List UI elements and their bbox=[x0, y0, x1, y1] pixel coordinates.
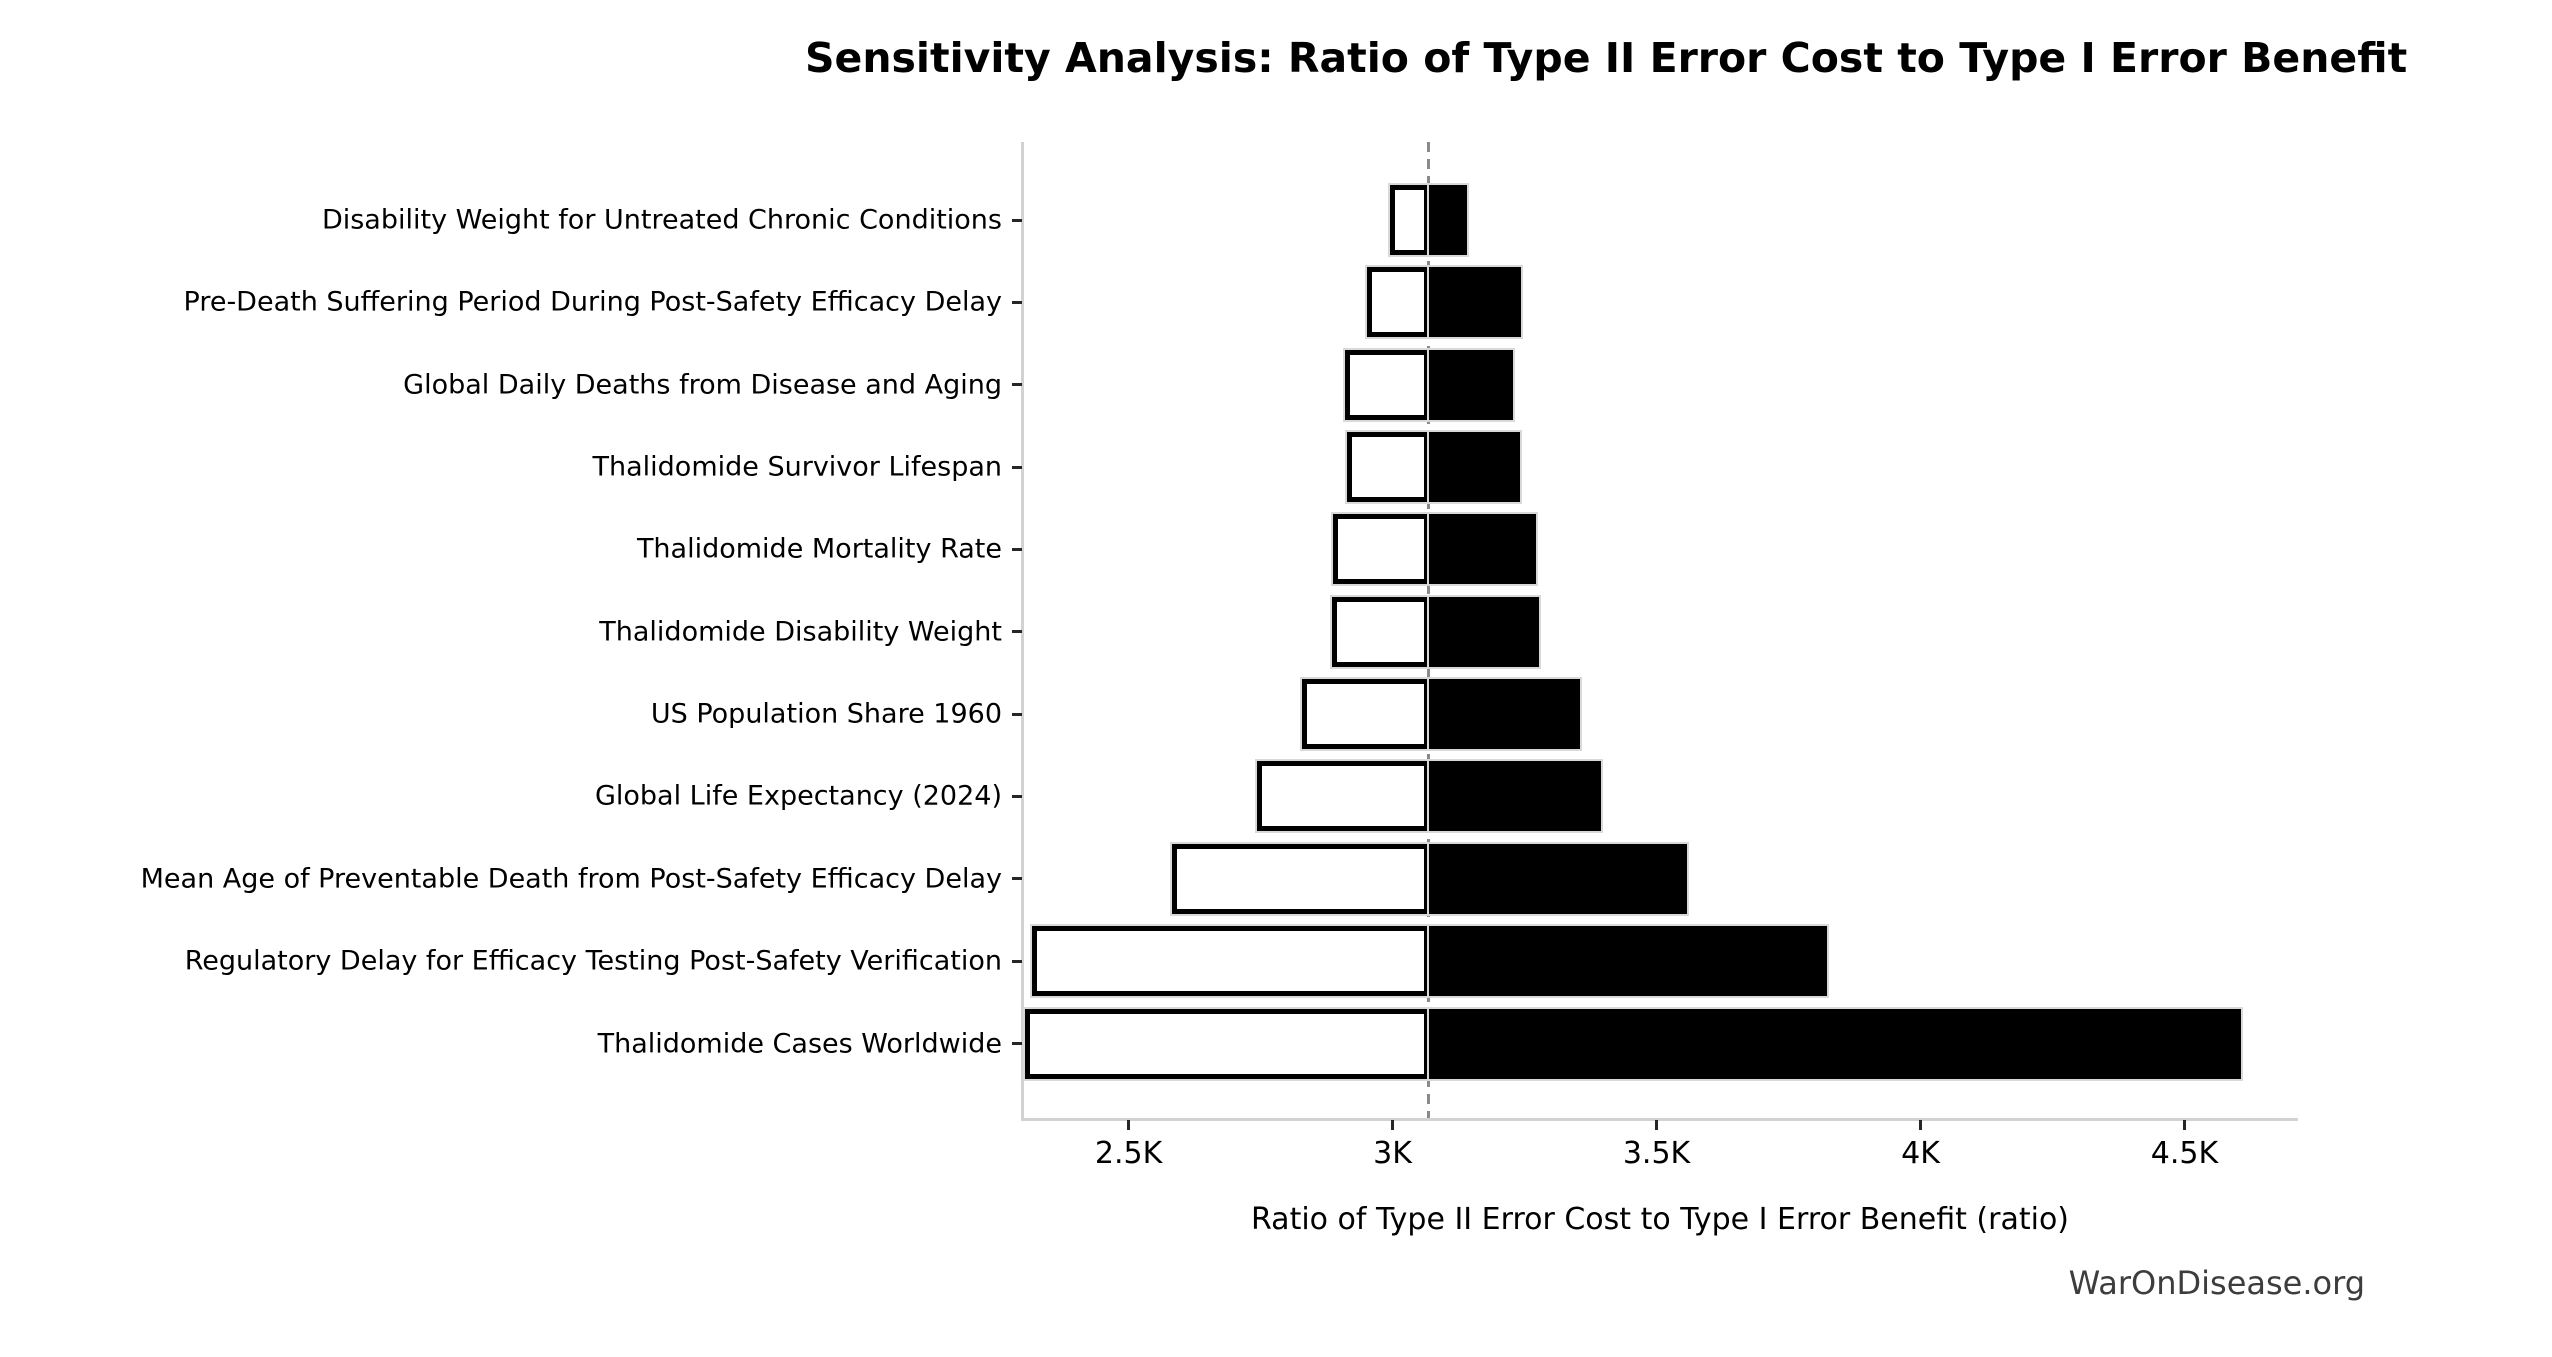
y-axis-label: Disability Weight for Untreated Chronic … bbox=[321, 204, 1002, 236]
x-axis-tick-label: 3.5K bbox=[1622, 1136, 1691, 1171]
y-axis-tick bbox=[1012, 1042, 1022, 1045]
bar-high-segment bbox=[1428, 267, 1522, 338]
bar-low-segment bbox=[1172, 843, 1429, 914]
x-axis-tick bbox=[1391, 1120, 1395, 1130]
y-axis-spine bbox=[1021, 142, 1024, 1121]
bar-low-segment bbox=[1333, 514, 1429, 585]
bar-high-segment bbox=[1428, 349, 1513, 420]
x-axis-tick-label: 4.5K bbox=[2150, 1136, 2219, 1171]
bar-high-segment bbox=[1428, 926, 1827, 997]
bar-high-segment bbox=[1428, 761, 1602, 832]
y-axis-tick bbox=[1012, 630, 1022, 634]
bar-low-segment bbox=[1390, 185, 1429, 255]
bar-low-segment bbox=[1366, 267, 1429, 338]
bar-low-segment bbox=[1301, 679, 1429, 750]
x-axis-tick bbox=[1127, 1120, 1131, 1130]
bar-high-segment bbox=[1428, 843, 1687, 914]
watermark: WarOnDisease.org bbox=[2068, 1264, 2365, 1302]
y-axis-label: Global Life Expectancy (2024) bbox=[594, 780, 1002, 812]
y-axis-label: Thalidomide Mortality Rate bbox=[636, 533, 1002, 565]
bar-high-segment bbox=[1428, 514, 1537, 585]
y-axis-label: Thalidomide Disability Weight bbox=[599, 616, 1002, 648]
y-axis-tick bbox=[1012, 218, 1022, 222]
bar-low-segment bbox=[1025, 1008, 1429, 1079]
bar-high-segment bbox=[1428, 185, 1467, 255]
y-axis-label: Regulatory Delay for Efficacy Testing Po… bbox=[184, 945, 1002, 977]
x-axis-tick-label: 4K bbox=[1901, 1136, 1940, 1171]
chart-title: Sensitivity Analysis: Ratio of Type II E… bbox=[805, 34, 2408, 82]
bar-high-segment bbox=[1428, 679, 1580, 750]
bar-high-segment bbox=[1428, 596, 1539, 667]
x-axis-tick bbox=[2182, 1120, 2186, 1130]
x-axis-tick bbox=[1655, 1120, 1659, 1130]
y-axis-tick bbox=[1012, 383, 1022, 387]
bar-low-segment bbox=[1346, 432, 1429, 503]
bar-low-segment bbox=[1345, 349, 1429, 420]
bar-low-segment bbox=[1332, 596, 1429, 667]
y-axis-tick bbox=[1012, 712, 1022, 716]
y-axis-label: Thalidomide Cases Worldwide bbox=[597, 1028, 1002, 1059]
y-axis-tick bbox=[1012, 877, 1022, 881]
x-axis-tick bbox=[1919, 1120, 1922, 1130]
y-axis-tick bbox=[1012, 794, 1022, 798]
y-axis-label: US Population Share 1960 bbox=[650, 698, 1002, 730]
y-axis-label: Global Daily Deaths from Disease and Agi… bbox=[403, 369, 1002, 401]
y-axis-label: Mean Age of Preventable Death from Post-… bbox=[140, 863, 1002, 895]
x-axis-spine bbox=[1021, 1118, 2298, 1121]
y-axis-tick bbox=[1012, 465, 1022, 469]
bar-low-segment bbox=[1256, 761, 1429, 832]
plot-area bbox=[1023, 142, 2298, 1118]
bar-high-segment bbox=[1428, 432, 1521, 503]
y-axis-label: Thalidomide Survivor Lifespan bbox=[592, 451, 1002, 483]
y-axis-tick bbox=[1012, 959, 1022, 963]
y-axis-tick bbox=[1012, 300, 1022, 304]
x-axis-tick-label: 3K bbox=[1373, 1136, 1412, 1171]
x-axis-tick-label: 2.5K bbox=[1094, 1136, 1163, 1171]
bar-high-segment bbox=[1428, 1008, 2241, 1079]
y-axis-label: Pre-Death Suffering Period During Post-S… bbox=[183, 286, 1002, 318]
x-axis-label: Ratio of Type II Error Cost to Type I Er… bbox=[1251, 1202, 2069, 1237]
bar-low-segment bbox=[1031, 926, 1429, 997]
y-axis-tick bbox=[1012, 547, 1022, 551]
